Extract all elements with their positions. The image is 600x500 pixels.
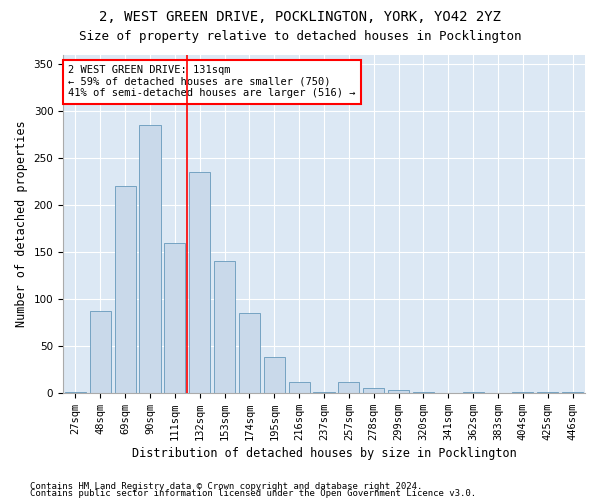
Bar — [463, 392, 484, 393]
Bar — [289, 382, 310, 393]
Text: Contains public sector information licensed under the Open Government Licence v3: Contains public sector information licen… — [30, 489, 476, 498]
Text: 2 WEST GREEN DRIVE: 131sqm
← 59% of detached houses are smaller (750)
41% of sem: 2 WEST GREEN DRIVE: 131sqm ← 59% of deta… — [68, 65, 356, 98]
Bar — [90, 311, 111, 393]
Bar — [512, 392, 533, 393]
Bar — [214, 262, 235, 393]
Text: Contains HM Land Registry data © Crown copyright and database right 2024.: Contains HM Land Registry data © Crown c… — [30, 482, 422, 491]
Bar — [313, 392, 335, 393]
Y-axis label: Number of detached properties: Number of detached properties — [15, 120, 28, 327]
Bar — [115, 186, 136, 393]
Bar — [537, 392, 558, 393]
Bar — [413, 392, 434, 393]
Bar — [264, 357, 285, 393]
Text: Size of property relative to detached houses in Pocklington: Size of property relative to detached ho… — [79, 30, 521, 43]
Bar — [338, 382, 359, 393]
Bar — [562, 392, 583, 393]
Bar — [239, 313, 260, 393]
Text: 2, WEST GREEN DRIVE, POCKLINGTON, YORK, YO42 2YZ: 2, WEST GREEN DRIVE, POCKLINGTON, YORK, … — [99, 10, 501, 24]
Bar — [164, 242, 185, 393]
Bar — [388, 390, 409, 393]
Bar — [139, 126, 161, 393]
X-axis label: Distribution of detached houses by size in Pocklington: Distribution of detached houses by size … — [131, 447, 517, 460]
Bar — [189, 172, 210, 393]
Bar — [363, 388, 384, 393]
Bar — [65, 392, 86, 393]
